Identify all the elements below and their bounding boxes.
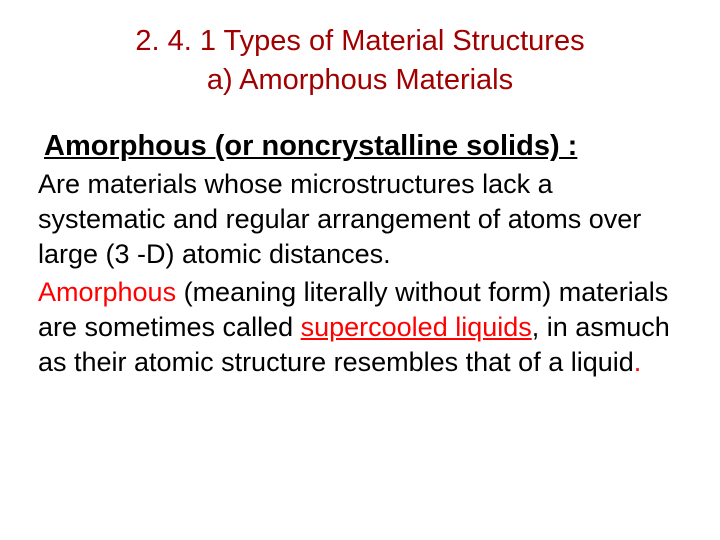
paragraph-1: Are materials whose microstructures lack…	[38, 167, 682, 272]
paragraph-2: Amorphous (meaning literally without for…	[38, 275, 682, 380]
highlight-amorphous: Amorphous	[38, 277, 176, 307]
title-line-1: 2. 4. 1 Types of Material Structures	[98, 22, 622, 61]
title-line-2: a) Amorphous Materials	[98, 61, 622, 100]
para2-period: .	[634, 347, 642, 377]
slide-container: 2. 4. 1 Types of Material Structures a) …	[0, 0, 720, 380]
highlight-supercooled-liquids: supercooled liquids	[301, 312, 532, 342]
title-block: 2. 4. 1 Types of Material Structures a) …	[98, 22, 622, 100]
definition-heading: Amorphous (or noncrystalline solids) :	[44, 130, 682, 163]
